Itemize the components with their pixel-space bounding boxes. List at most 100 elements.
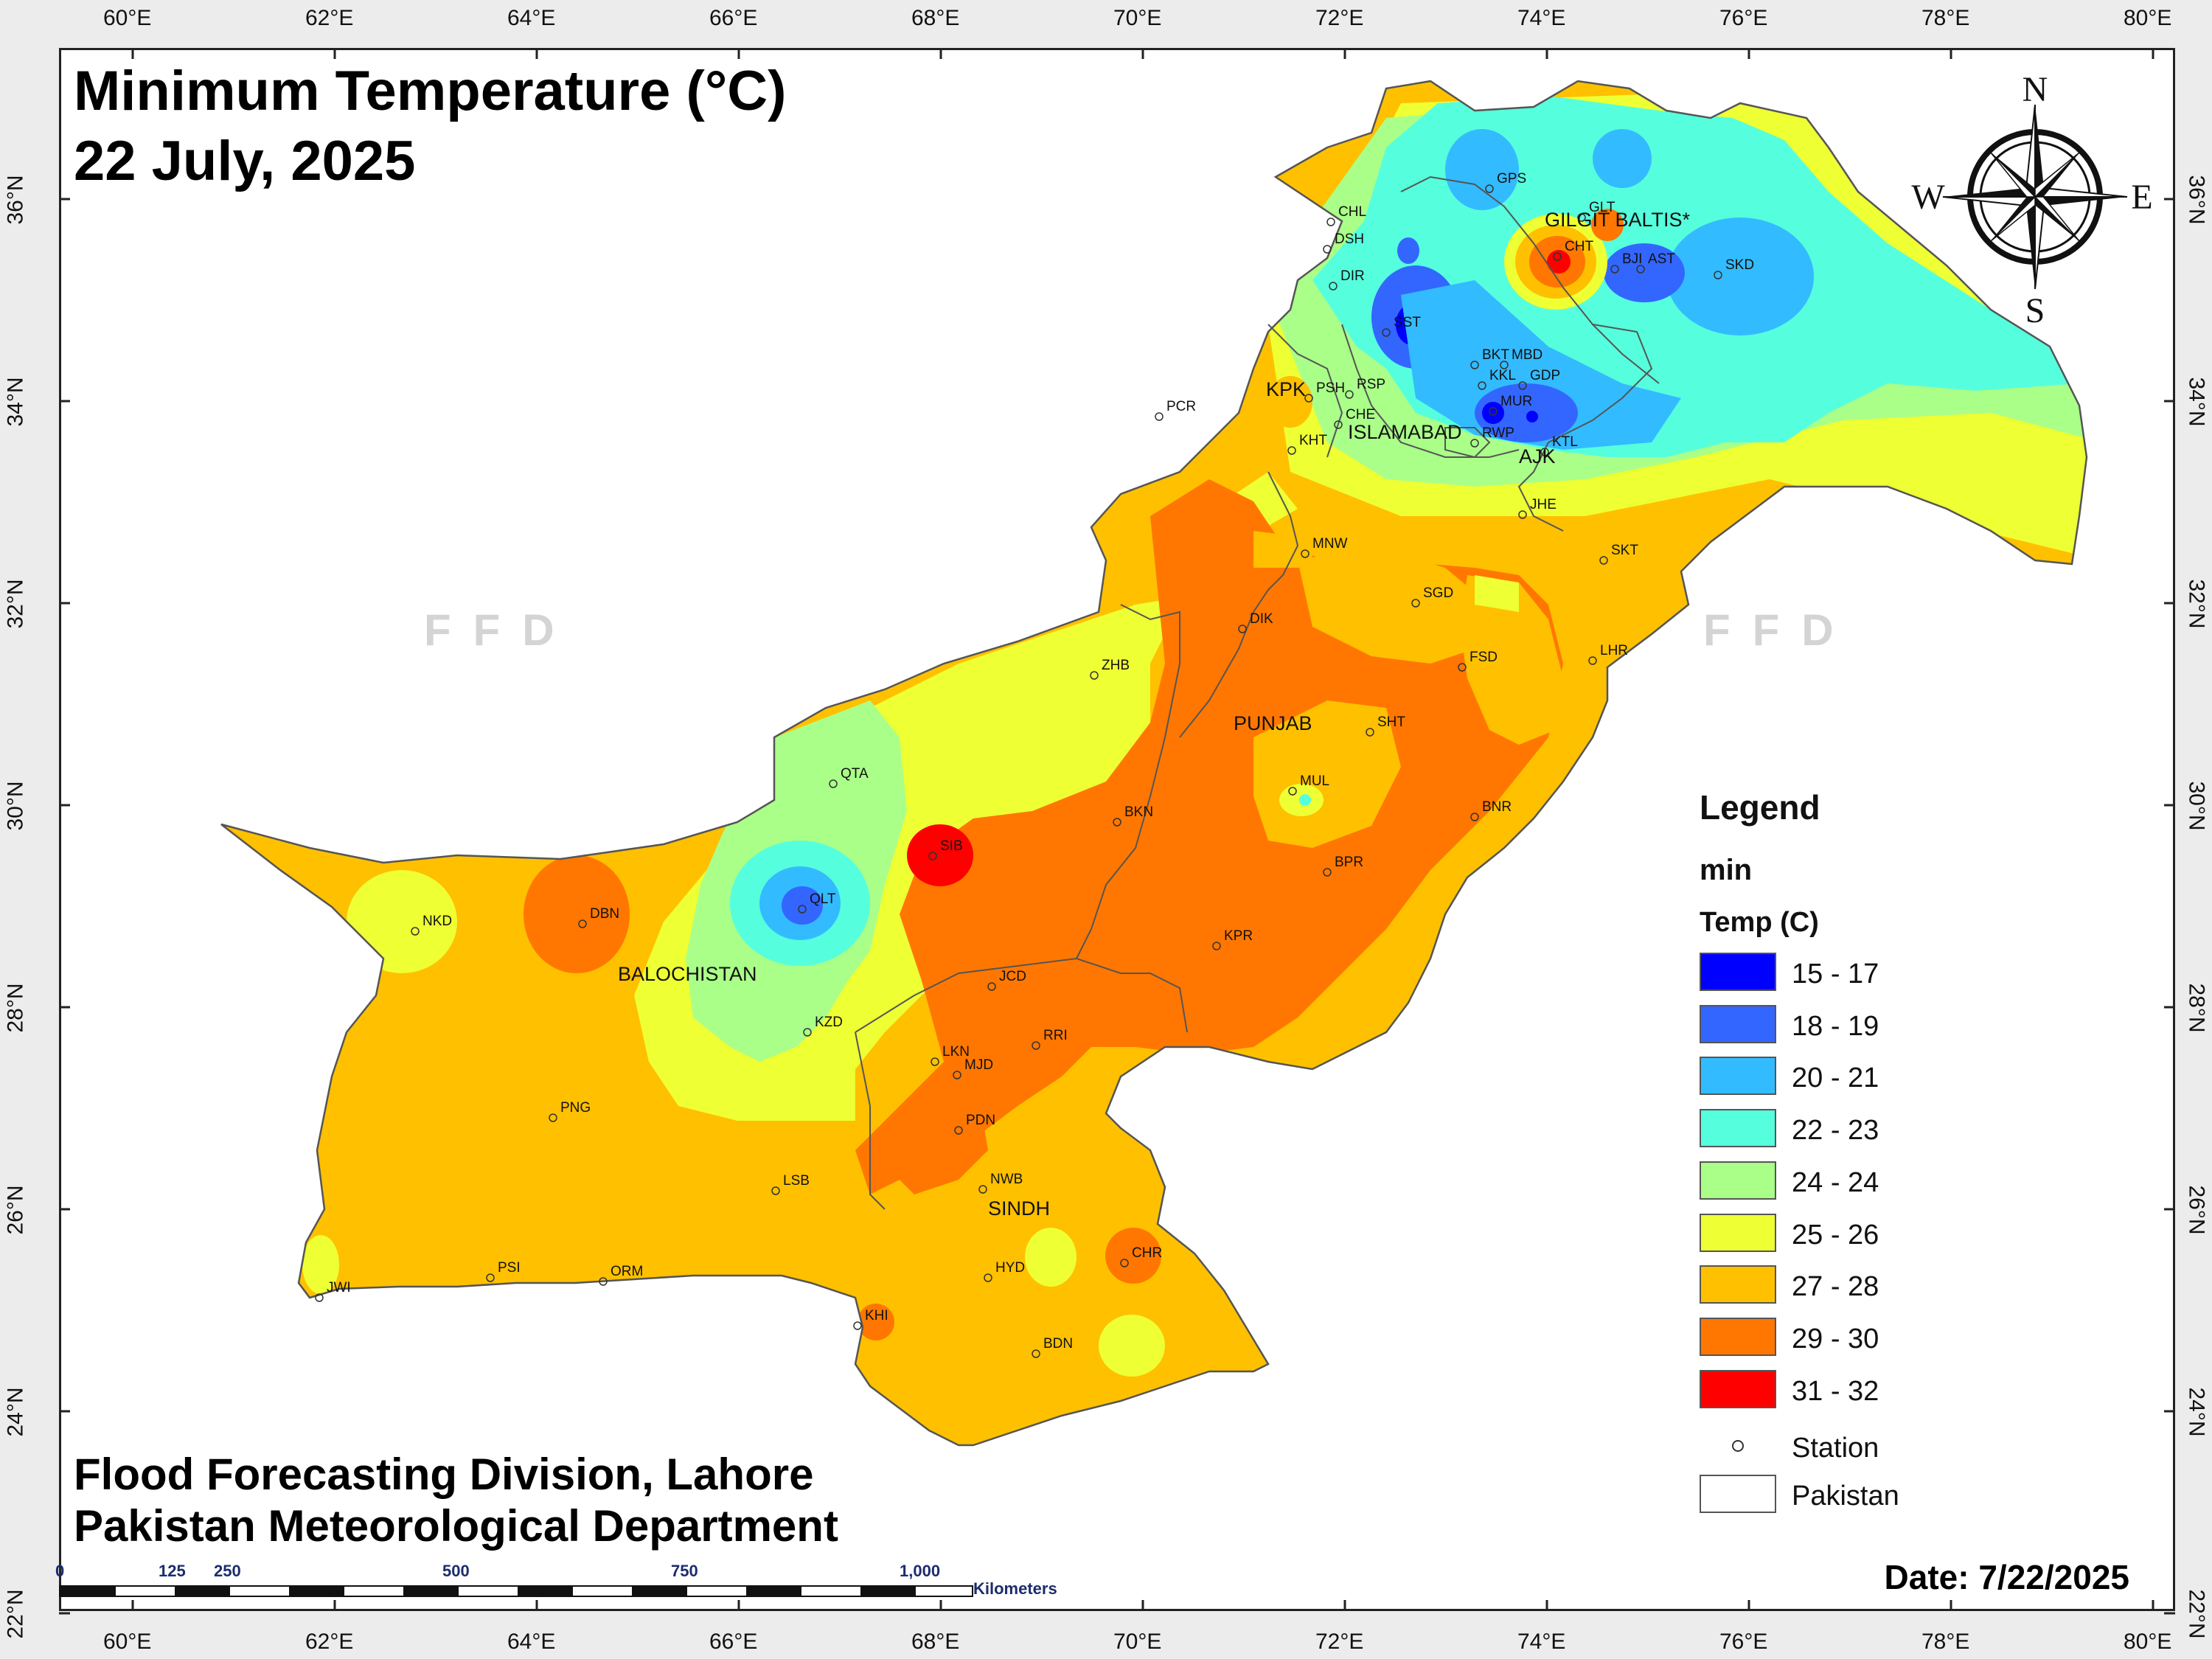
station-marker: [1411, 599, 1420, 608]
lon-tick-label: 62°E: [305, 6, 354, 30]
scale-bar-tick-label: 125: [159, 1562, 186, 1580]
station-marker: [829, 779, 838, 788]
station-label: SKT: [1611, 543, 1638, 558]
lon-tick-label: 68°E: [911, 1630, 960, 1654]
station-marker: [411, 927, 420, 936]
lon-tick-label: 60°E: [103, 1630, 152, 1654]
station-label: SKD: [1725, 257, 1754, 273]
lat-tick-label: 36°N: [3, 175, 28, 225]
station-label: CHT: [1565, 239, 1593, 254]
station-label: HYD: [995, 1260, 1025, 1276]
station-marker: [578, 919, 587, 928]
lat-tick-label: 24°N: [2184, 1387, 2209, 1437]
station-label: LSB: [783, 1173, 810, 1189]
lat-tick-label: 32°N: [3, 579, 28, 629]
station-marker: [1366, 728, 1374, 737]
station-label: BDN: [1043, 1336, 1073, 1352]
province-label: GILGIT BALTIS*: [1545, 209, 1691, 231]
station-marker: [1500, 361, 1509, 369]
lat-tick-label: 26°N: [2184, 1185, 2209, 1235]
lon-tick-label: 80°E: [2124, 1630, 2172, 1654]
lon-tick-label: 76°E: [1719, 6, 1768, 30]
station-label: NWB: [990, 1172, 1023, 1187]
legend-class-label: 31 - 32: [1792, 1375, 1879, 1407]
station-label: SIB: [940, 838, 963, 854]
province-label: AJK: [1519, 445, 1556, 467]
station-marker: [1345, 390, 1354, 399]
station-label: BKT: [1482, 347, 1509, 363]
lon-tick-label: 66°E: [709, 6, 758, 30]
legend-class-label: 15 - 17: [1792, 959, 1879, 990]
compass-n: N: [2023, 70, 2048, 109]
lon-tick-label: 78°E: [1921, 1630, 1970, 1654]
province-label-layer: GILGIT BALTIS* KPK ISLAMABAD AJK PUNJAB BALOC…: [618, 209, 1691, 1220]
station-marker: [1636, 265, 1645, 274]
province-label: PUNJAB: [1234, 712, 1312, 734]
lat-tick-label: 32°N: [2184, 579, 2209, 629]
lat-tick-label: 30°N: [3, 781, 28, 831]
station-label: JWI: [327, 1280, 351, 1295]
province-label: SINDH: [988, 1197, 1050, 1220]
legend-title: Legend: [1700, 788, 1820, 827]
station-marker: [1304, 394, 1313, 403]
station-marker: [1301, 549, 1310, 558]
station-marker: [1610, 265, 1619, 274]
legend-swatch: [1700, 1213, 1776, 1252]
station-label: FSD: [1470, 650, 1498, 665]
station-marker: [1238, 625, 1247, 633]
legend-swatch: [1700, 953, 1776, 991]
station-marker: [1470, 813, 1479, 821]
station-label: GPS: [1497, 171, 1526, 187]
lon-tick-label: 74°E: [1517, 1630, 1566, 1654]
province-label: BALOCHISTAN: [618, 963, 757, 985]
station-label: SGD: [1423, 585, 1453, 601]
scale-bar-tick-label: 500: [442, 1562, 470, 1580]
station-label: KPR: [1224, 928, 1253, 944]
station-marker: [1090, 671, 1099, 680]
station-label: SHT: [1377, 714, 1405, 730]
lat-tick-label: 26°N: [3, 1185, 28, 1235]
station-label: DIK: [1250, 611, 1273, 627]
legend-swatch: [1700, 1004, 1776, 1043]
station-label: MJD: [964, 1057, 993, 1073]
station-label: DBN: [590, 906, 619, 922]
station-label: PCR: [1166, 399, 1196, 414]
station-label: ZHB: [1102, 658, 1130, 673]
lat-tick-label: 30°N: [2184, 781, 2209, 831]
legend-pakistan-label: Pakistan: [1792, 1481, 1899, 1512]
legend-class-label: 22 - 23: [1792, 1115, 1879, 1147]
scale-bar-unit: Kilometers: [973, 1579, 1057, 1598]
station-marker: [1470, 361, 1479, 369]
station-label: CHL: [1338, 204, 1366, 220]
map-title: Minimum Temperature (°C): [74, 60, 787, 122]
station-marker: [978, 1185, 987, 1194]
lon-tick-label: 70°E: [1113, 1630, 1162, 1654]
station-marker: [1518, 510, 1527, 519]
legend-class-label: 27 - 28: [1792, 1271, 1879, 1303]
compass-e: E: [2131, 178, 2152, 217]
station-label: LHR: [1600, 643, 1628, 658]
lon-tick-label: 78°E: [1921, 6, 1970, 30]
station-label: GDP: [1530, 368, 1560, 383]
station-label: KHT: [1299, 433, 1327, 448]
lon-tick-label: 72°E: [1315, 6, 1364, 30]
station-marker: [1714, 271, 1722, 279]
station-marker: [1288, 787, 1297, 796]
legend-class-label: 25 - 26: [1792, 1219, 1879, 1251]
lon-tick-label: 64°E: [507, 1630, 556, 1654]
lat-tick-label: 24°N: [3, 1387, 28, 1437]
station-marker: [928, 852, 937, 860]
lon-tick-label: 60°E: [103, 6, 152, 30]
province-label: KPK: [1266, 378, 1306, 400]
legend-swatch: [1700, 1317, 1776, 1356]
station-marker: [1334, 420, 1343, 429]
station-marker: [1485, 184, 1494, 193]
station-label: RRI: [1043, 1028, 1068, 1043]
station-marker: [1329, 282, 1338, 291]
station-label: MBD: [1512, 347, 1543, 363]
province-label: ISLAMABAD: [1348, 421, 1462, 443]
station-marker: [984, 1273, 992, 1282]
station-label: RWP: [1482, 425, 1514, 441]
legend-class-label: 24 - 24: [1792, 1166, 1879, 1198]
